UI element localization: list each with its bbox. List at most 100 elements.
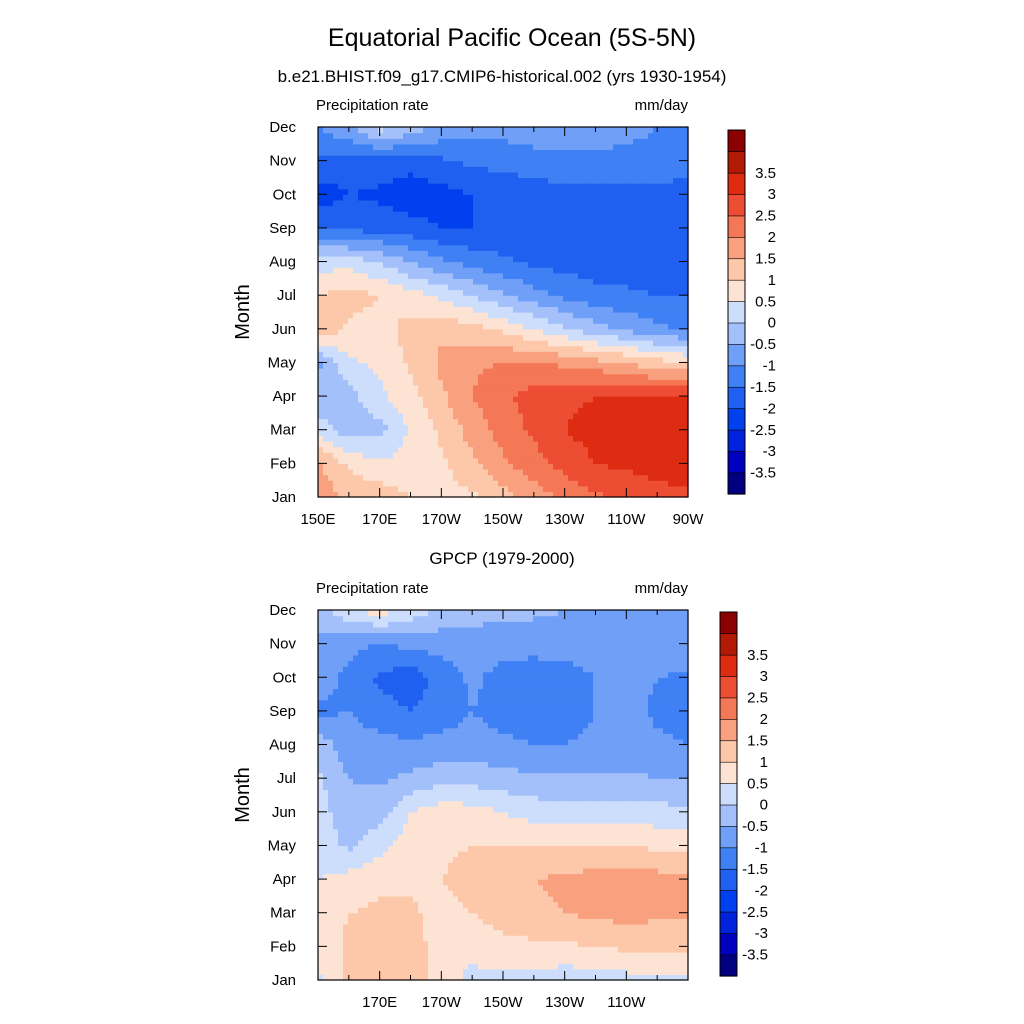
heatmap-cell [333, 166, 339, 173]
heatmap-cell [418, 452, 424, 459]
heatmap-cell [663, 300, 669, 307]
heatmap-cell [513, 407, 519, 414]
heatmap-cell [668, 368, 674, 375]
heatmap-cell [348, 463, 354, 470]
heatmap-cell [458, 149, 464, 156]
heatmap-cell [668, 435, 674, 442]
heatmap-cell [598, 199, 604, 207]
heatmap-cell [343, 435, 349, 442]
heatmap-cell [603, 160, 609, 167]
heatmap-cell [483, 149, 489, 156]
colorbar-label: 1.5 [755, 250, 776, 267]
heatmap-cell [408, 435, 414, 442]
heatmap-cell [498, 132, 504, 139]
heatmap-cell [443, 300, 449, 307]
heatmap-cell [568, 233, 574, 240]
heatmap-cell [553, 323, 559, 330]
heatmap-cell [378, 244, 384, 251]
heatmap-cell [428, 244, 434, 251]
heatmap-cell [508, 435, 514, 442]
heatmap-cell [428, 468, 434, 476]
heatmap-cell [408, 267, 414, 274]
heatmap-cell [628, 384, 634, 392]
heatmap-cell [398, 351, 404, 358]
heatmap-cell [568, 216, 574, 223]
heatmap-cell [518, 384, 524, 392]
heatmap-cell [448, 199, 454, 207]
heatmap-cell [498, 485, 504, 492]
heatmap-cell [628, 143, 634, 151]
heatmap-cell [653, 362, 659, 369]
heatmap-cell [548, 418, 554, 425]
heatmap-cell [458, 429, 464, 436]
heatmap-cell [493, 283, 499, 291]
heatmap-cell [473, 138, 479, 145]
heatmap-cell [638, 160, 644, 167]
heatmap-cell [498, 368, 504, 375]
heatmap-cell [603, 233, 609, 240]
heatmap-cell [468, 177, 474, 184]
heatmap-cell [623, 171, 629, 179]
heatmap-cell [323, 132, 329, 139]
heatmap-cell [588, 267, 594, 274]
heatmap-cell [683, 373, 689, 380]
heatmap-cell [348, 300, 354, 307]
heatmap-cell [553, 155, 559, 162]
heatmap-cell [368, 396, 374, 403]
heatmap-cell [678, 132, 684, 139]
heatmap-cell [618, 468, 624, 476]
heatmap-cell [488, 272, 494, 279]
heatmap-cell [578, 171, 584, 179]
heatmap-cell [673, 323, 679, 330]
heatmap-cell [553, 160, 559, 167]
heatmap-cell [598, 463, 604, 470]
heatmap-cell [543, 463, 549, 470]
heatmap-cell [623, 295, 629, 302]
heatmap-cell [663, 379, 669, 386]
heatmap-cell [393, 328, 399, 336]
heatmap-cell [623, 452, 629, 459]
heatmap-cell [583, 485, 589, 492]
heatmap-cell [448, 452, 454, 459]
heatmap-cell [423, 155, 429, 162]
heatmap-cell [643, 362, 649, 369]
heatmap-cell [408, 177, 414, 184]
heatmap-cell [343, 166, 349, 173]
heatmap-cell [658, 362, 664, 369]
heatmap-cell [568, 424, 574, 431]
heatmap-cell [593, 183, 599, 190]
heatmap-cell [648, 239, 654, 246]
heatmap-cell [628, 155, 634, 162]
heatmap-cell [423, 194, 429, 201]
heatmap-cell [533, 379, 539, 386]
heatmap-cell [328, 407, 334, 414]
heatmap-cell [353, 143, 359, 151]
heatmap-cell [658, 300, 664, 307]
heatmap-cell [533, 491, 539, 498]
heatmap-cell [488, 199, 494, 207]
heatmap-cell [423, 328, 429, 336]
heatmap-cell [683, 452, 689, 459]
heatmap-cell [473, 468, 479, 476]
heatmap-cell [318, 127, 324, 134]
heatmap-cell [658, 491, 664, 498]
heatmap-cell [653, 368, 659, 375]
heatmap-cell [528, 177, 534, 184]
heatmap-cell [583, 149, 589, 156]
heatmap-cell [318, 457, 324, 464]
heatmap-cell [543, 283, 549, 291]
heatmap-cell [663, 491, 669, 498]
heatmap-cell [368, 278, 374, 285]
heatmap-cell [343, 205, 349, 212]
heatmap-cell [533, 463, 539, 470]
heatmap-cell [673, 407, 679, 414]
heatmap-cell [488, 340, 494, 347]
heatmap-cell [648, 429, 654, 436]
heatmap-cell [418, 368, 424, 375]
heatmap-cell [593, 390, 599, 397]
heatmap-cell [623, 138, 629, 145]
heatmap-cell [678, 239, 684, 246]
heatmap-cell [408, 446, 414, 453]
heatmap-cell [673, 261, 679, 268]
heatmap-cell [458, 295, 464, 302]
